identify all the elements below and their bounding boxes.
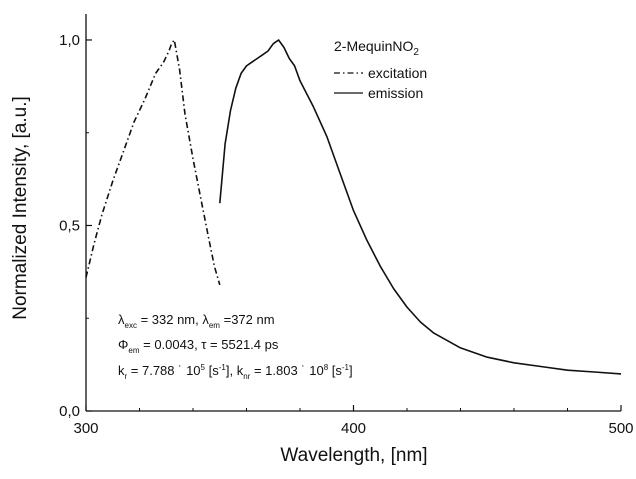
y-tick-label: 1,0 xyxy=(59,32,80,49)
annotation-line-2: Φem = 0.0043, τ = 5521.4 ps xyxy=(118,337,279,355)
legend-title-main: 2-MequinNO xyxy=(334,38,413,54)
y-tick-label: 0,5 xyxy=(59,217,80,234)
x-tick-label: 300 xyxy=(73,420,98,437)
x-tick-label: 500 xyxy=(608,420,633,437)
legend-label-excitation: excitation xyxy=(368,65,427,81)
series-line-emission xyxy=(219,39,622,375)
x-tick-label: 400 xyxy=(341,420,366,437)
y-axis-label: Normalized Intensity, [a.u.] xyxy=(10,96,31,320)
legend: 2-MequinNO2 excitation emission xyxy=(334,38,427,101)
legend-label-emission: emission xyxy=(368,85,423,101)
ticks-layer: 300 400 500 0,0 0,5 1,0 xyxy=(59,32,633,437)
series-line-excitation xyxy=(85,39,221,286)
annotation-block: λexc = 332 nm, λem =372 nm Φem = 0.0043,… xyxy=(118,312,353,381)
series-layer xyxy=(85,39,622,375)
legend-title: 2-MequinNO2 xyxy=(334,38,419,58)
annotation-line-3: kr = 7.788 ˙ 105 [s-1], knr = 1.803 ˙ 10… xyxy=(118,363,353,381)
y-tick-label: 0,0 xyxy=(59,403,80,420)
legend-title-subscript: 2 xyxy=(413,47,419,58)
annotation-line-1: λexc = 332 nm, λem =372 nm xyxy=(118,312,275,330)
x-axis-label: Wavelength, [nm] xyxy=(280,445,427,466)
